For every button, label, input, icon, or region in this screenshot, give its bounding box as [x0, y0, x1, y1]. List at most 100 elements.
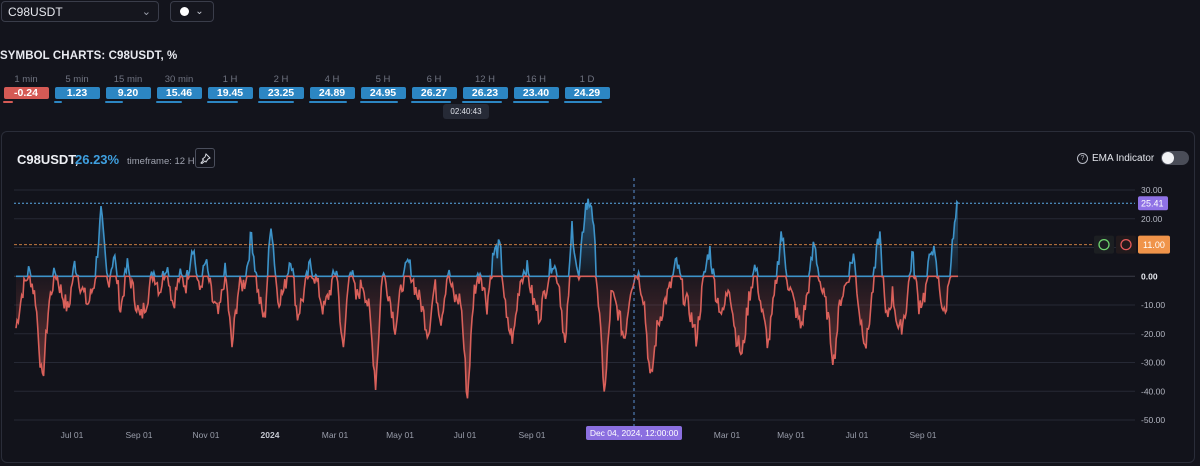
series-line-positive	[16, 198, 959, 280]
timeframe-bar	[309, 101, 348, 103]
color-select[interactable]: ⌄	[170, 1, 214, 22]
x-tick-label: Jul 01	[846, 430, 869, 440]
x-tick-label: Sep 01	[910, 430, 937, 440]
alarm-remove-icon-bg	[1116, 235, 1136, 254]
timeframe-bar	[513, 101, 550, 103]
timeframe-label: 5 H	[375, 74, 391, 85]
timeframe-bar	[156, 101, 183, 103]
timeframe-bar	[411, 101, 451, 103]
chart-percent: 26.23%	[75, 152, 120, 167]
timeframe-item[interactable]: 15 min 9.20	[105, 73, 151, 103]
timeframe-value: 15.46	[156, 87, 202, 99]
timeframe-value: 24.29	[564, 87, 610, 99]
timeframe-label: 1 D	[579, 74, 595, 85]
timeframe-item[interactable]: 1 H 19.45	[207, 73, 253, 103]
timeframe-value: 26.23	[462, 87, 508, 99]
timeframe-item[interactable]: 1 min -0.24	[3, 73, 49, 103]
pin-icon	[199, 152, 211, 164]
chevron-down-icon: ⌄	[141, 6, 151, 18]
x-tick-label: Mar 01	[322, 430, 349, 440]
timeframe-value: -0.24	[3, 87, 49, 99]
x-tick-label: Mar 01	[714, 430, 741, 440]
timeframe-item[interactable]: 4 H 24.89	[309, 73, 355, 103]
timeframe-value: 24.89	[309, 87, 355, 99]
chart-timeframe: timeframe: 12 H	[127, 156, 195, 167]
timeframe-value: 23.25	[258, 87, 304, 99]
timeframe-item[interactable]: 1 D 24.29	[564, 73, 610, 103]
alert-level-tag	[1138, 235, 1170, 254]
crosshair-label: Dec 04, 2024, 12:00:00	[590, 428, 679, 438]
timeframe-value: 26.27	[411, 87, 457, 99]
pin-button[interactable]	[195, 148, 215, 168]
ema-toggle[interactable]	[1161, 151, 1190, 165]
timeframe-value: 19.45	[207, 87, 253, 99]
y-tick-label: -30.00	[1141, 358, 1165, 368]
x-tick-label: Jul 01	[454, 430, 477, 440]
timeframe-bar	[105, 101, 123, 103]
alarm-add-icon-bg	[1094, 235, 1114, 254]
y-tick-label: -10.00	[1141, 300, 1165, 310]
timeframe-value: 9.20	[105, 87, 151, 99]
x-tick-label: May 01	[386, 430, 414, 440]
tooltip-time: 02:40:43	[443, 104, 489, 119]
timeframe-value: 23.40	[513, 87, 559, 99]
y-tick-label: -50.00	[1141, 415, 1165, 425]
y-tick-label: 20.00	[1141, 214, 1163, 224]
timeframe-label: 30 min	[164, 74, 194, 85]
series-area-negative	[16, 276, 958, 399]
x-tick-label: May 01	[777, 430, 805, 440]
current-value-label: 25.41	[1141, 199, 1164, 209]
timeframe-bar	[462, 101, 502, 103]
symbol-select-value: C98USDT	[8, 4, 63, 19]
timeframe-label: 1 H	[222, 74, 238, 85]
timeframe-item[interactable]: 30 min 15.46	[156, 73, 202, 103]
timeframe-item[interactable]: 2 H 23.25	[258, 73, 304, 103]
timeframe-item[interactable]: 16 H 23.40	[513, 73, 559, 103]
y-tick-label: -40.00	[1141, 386, 1165, 396]
alarm-add-icon	[1098, 238, 1110, 251]
chevron-down-icon: ⌄	[195, 6, 204, 17]
x-tick-label: Sep 01	[126, 430, 153, 440]
section-title: SYMBOL CHARTS: C98USDT, %	[0, 50, 178, 62]
y-tick-label: -20.00	[1141, 329, 1165, 339]
color-dot-icon	[180, 7, 190, 16]
timeframe-label: 16 H	[525, 74, 547, 85]
timeframe-item[interactable]: 5 H 24.95	[360, 73, 406, 103]
ema-label: EMA Indicator	[1092, 152, 1155, 164]
timeframe-value: 24.95	[360, 87, 406, 99]
crosshair-tag	[586, 426, 682, 440]
toggle-knob	[1162, 152, 1175, 164]
timeframe-bar	[54, 101, 62, 103]
timeframe-item[interactable]: 5 min 1.23	[54, 73, 100, 103]
timeframe-bar	[564, 101, 602, 103]
x-tick-label: Nov 01	[193, 430, 220, 440]
x-tick-label: 2024	[261, 430, 280, 440]
alert-level-label: 11.00	[1143, 240, 1165, 250]
timeframe-item[interactable]: 6 H 26.27	[411, 73, 457, 103]
series-line-negative	[15, 273, 958, 399]
ema-control: ? EMA Indicator	[1077, 151, 1190, 165]
y-tick-label: 30.00	[1141, 185, 1163, 195]
x-tick-label: Sep 01	[519, 430, 546, 440]
timeframe-bar	[360, 101, 399, 103]
info-icon[interactable]: ?	[1077, 152, 1088, 164]
timeframe-label: 12 H	[474, 74, 496, 85]
timeframe-label: 6 H	[426, 74, 442, 85]
y-tick-label: 0.00	[1141, 271, 1158, 281]
alarm-remove-icon	[1120, 238, 1132, 251]
timeframe-bar	[258, 101, 295, 103]
timeframe-item[interactable]: 12 H 26.23	[462, 73, 508, 103]
series-area-positive	[16, 198, 958, 277]
timeframe-label: 2 H	[273, 74, 289, 85]
x-tick-label: Jul 01	[61, 430, 84, 440]
symbol-select[interactable]: C98USDT ⌄	[1, 1, 159, 22]
timeframe-label: 1 min	[14, 74, 38, 85]
timeframe-bar	[3, 101, 13, 103]
current-value-tag	[1138, 196, 1168, 211]
timeframe-value: 1.23	[54, 87, 100, 99]
timeframe-label: 15 min	[113, 74, 143, 85]
timeframe-label: 4 H	[324, 74, 340, 85]
timeframe-label: 5 min	[65, 74, 89, 85]
chart-symbol: C98USDT,	[17, 152, 79, 167]
